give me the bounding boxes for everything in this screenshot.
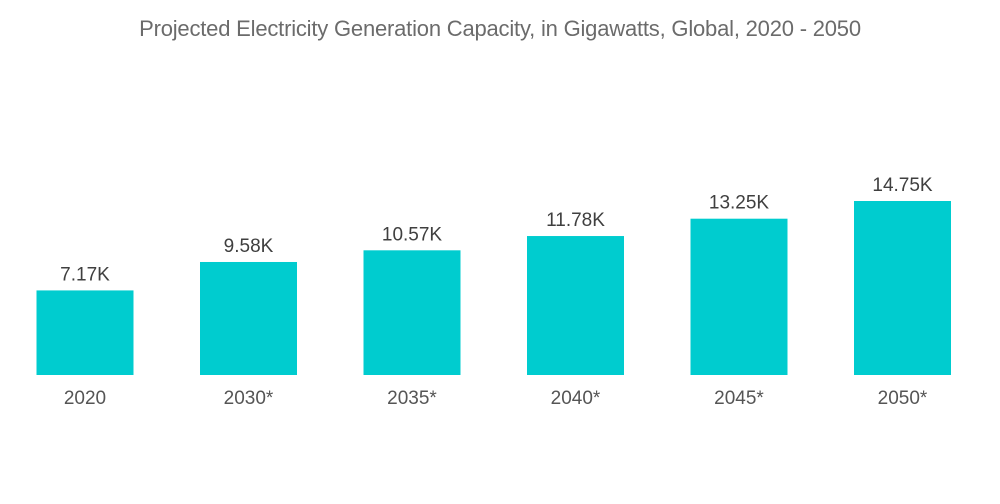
x-tick-label: 2040* [551, 388, 601, 409]
bar-2035 [363, 250, 461, 375]
data-label: 9.58K [224, 236, 274, 257]
bar-2045 [690, 218, 788, 375]
data-label: 7.17K [60, 264, 110, 285]
x-tick-label: 2045* [714, 388, 764, 409]
data-label: 11.78K [546, 210, 605, 231]
data-label: 10.57K [382, 224, 443, 245]
bar-2030 [200, 261, 297, 375]
data-label: 14.75K [872, 175, 933, 196]
x-tick-label: 2050* [878, 388, 928, 409]
bar-2050 [854, 201, 951, 375]
x-tick-label: 2030* [224, 388, 274, 409]
bar-2040 [527, 236, 624, 375]
x-tick-label: 2020 [64, 388, 106, 409]
bar-2020 [36, 290, 134, 375]
chart-title: Projected Electricity Generation Capacit… [139, 16, 861, 41]
data-label: 13.25K [709, 193, 770, 214]
x-tick-label: 2035* [387, 388, 437, 409]
